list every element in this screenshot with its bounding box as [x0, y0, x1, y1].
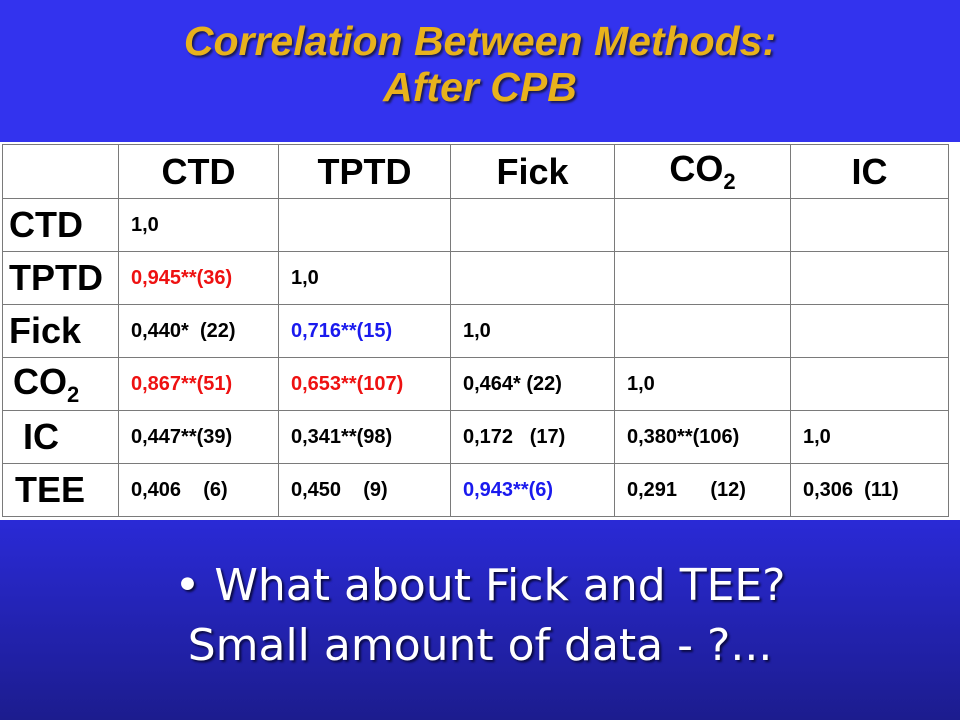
cell-value: 0,440* (22) [131, 319, 236, 342]
bottom-text: • What about Fick and TEE? Small amount … [0, 556, 960, 676]
bullet-question: • What about Fick and TEE? [174, 560, 786, 611]
row-header-ic: IC [2, 410, 119, 464]
table-cell: 1,0 [614, 357, 791, 411]
table-cell [278, 198, 451, 252]
row-header-tptd: TPTD [2, 251, 119, 305]
table-cell: 0,440* (22) [118, 304, 279, 358]
row-header-ctd: CTD [2, 198, 119, 252]
table-cell [790, 304, 949, 358]
row-header-co: CO2 [2, 357, 119, 411]
cell-value: 0,447**(39) [131, 425, 233, 448]
cell-value: 0,406 (6) [131, 478, 228, 501]
table-row: CTD 1,0 [2, 198, 949, 252]
cell-value: 1,0 [803, 425, 831, 448]
column-header-fick: Fick [450, 144, 615, 199]
cell-value: 0,716**(15) [291, 319, 393, 342]
slide-title: Correlation Between Methods: After CPB [0, 18, 960, 110]
table-header-row: CTD TPTD Fick CO2 IC [2, 144, 949, 199]
table-cell [614, 198, 791, 252]
row-header-tee: TEE [2, 463, 119, 517]
table-cell [450, 251, 615, 305]
correlation-table-container: CTD TPTD Fick CO2 IC CTD 1,0 TPTD 0,945**(3… [0, 142, 960, 520]
table-row: CO2 0,867**(51) 0,653**(107) 0,464* (22) 1,0 [2, 357, 949, 411]
row-header-text: CO [13, 360, 67, 402]
table-cell: 0,341**(98) [278, 410, 451, 464]
cell-value: 0,306 (11) [803, 478, 899, 501]
corner-cell [2, 144, 119, 199]
cell-value: 1,0 [627, 372, 655, 395]
table-cell: 0,450 (9) [278, 463, 451, 517]
cell-value: 0,464* (22) [463, 372, 562, 395]
correlation-table: CTD TPTD Fick CO2 IC CTD 1,0 TPTD 0,945**(3… [2, 144, 949, 517]
column-header-co2-text: CO [669, 148, 724, 189]
row-header-fick: Fick [2, 304, 119, 358]
table-cell [790, 357, 949, 411]
row-header-text: CTD [9, 204, 83, 245]
table-cell: 1,0 [278, 251, 451, 305]
table-cell [450, 198, 615, 252]
table-cell: 1,0 [118, 198, 279, 252]
cell-value: 0,380**(106) [627, 425, 740, 448]
table-cell: 0,406 (6) [118, 463, 279, 517]
cell-value: 0,867**(51) [131, 372, 233, 395]
cell-value: 1,0 [291, 266, 319, 289]
table-cell: 1,0 [790, 410, 949, 464]
cell-value: 0,450 (9) [291, 478, 388, 501]
cell-value: 0,943**(6) [463, 478, 554, 501]
cell-value: 0,341**(98) [291, 425, 393, 448]
row-header-text: TEE [15, 469, 86, 510]
table-cell: 1,0 [450, 304, 615, 358]
cell-value: 1,0 [131, 213, 159, 236]
table-row: IC 0,447**(39) 0,341**(98) 0,172 (17) 0,380*… [2, 410, 949, 464]
slide-title-line2: After CPB [383, 64, 577, 110]
cell-value: 0,653**(107) [291, 372, 404, 395]
row-header-text: TPTD [9, 257, 103, 298]
table-cell: 0,291 (12) [614, 463, 791, 517]
table-cell: 0,945**(36) [118, 251, 279, 305]
table-row: TEE 0,406 (6) 0,450 (9) 0,943**(6) 0,291 (12… [2, 463, 949, 517]
column-header-co2: CO2 [614, 144, 791, 199]
table-row: Fick 0,440* (22) 0,716**(15) 1,0 [2, 304, 949, 358]
table-cell: 0,653**(107) [278, 357, 451, 411]
table-cell: 0,716**(15) [278, 304, 451, 358]
table-cell: 0,172 (17) [450, 410, 615, 464]
cell-value: 0,172 (17) [463, 425, 566, 448]
table-cell: 0,464* (22) [450, 357, 615, 411]
table-cell: 0,943**(6) [450, 463, 615, 517]
row-header-text: Fick [9, 310, 82, 351]
bullet-note: Small amount of data - ?... [187, 620, 773, 671]
column-header-tptd: TPTD [278, 144, 451, 199]
row-header-subscript: 2 [67, 381, 80, 407]
cell-value: 0,945**(36) [131, 266, 233, 289]
slide-title-line1: Correlation Between Methods: [183, 18, 777, 64]
table-cell [790, 251, 949, 305]
table-cell: 0,867**(51) [118, 357, 279, 411]
table-cell [614, 251, 791, 305]
table-cell: 0,380**(106) [614, 410, 791, 464]
column-header-co2-subscript: 2 [723, 169, 736, 194]
cell-value: 0,291 (12) [627, 478, 746, 501]
row-header-text: IC [23, 416, 59, 457]
table-cell [614, 304, 791, 358]
table-cell: 0,447**(39) [118, 410, 279, 464]
table-cell [790, 198, 949, 252]
table-row: TPTD 0,945**(36) 1,0 [2, 251, 949, 305]
column-header-ic: IC [790, 144, 949, 199]
cell-value: 1,0 [463, 319, 491, 342]
table-cell: 0,306 (11) [790, 463, 949, 517]
column-header-ctd: CTD [118, 144, 279, 199]
